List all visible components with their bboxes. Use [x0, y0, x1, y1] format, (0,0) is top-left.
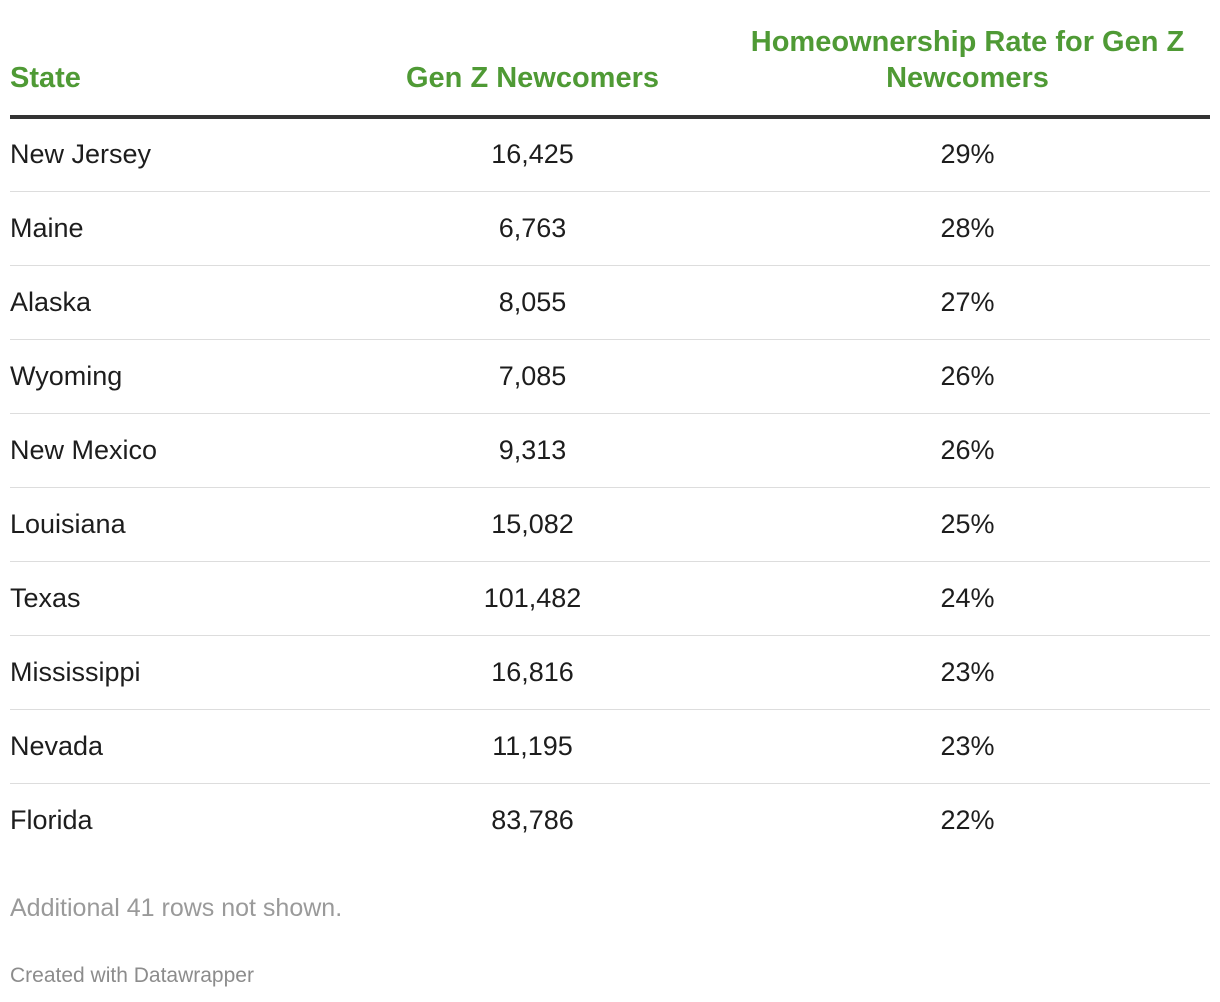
cell-state: Louisiana	[10, 487, 340, 562]
cell-rate: 27%	[725, 265, 1210, 340]
header-row: State Gen Z Newcomers Homeownership Rate…	[10, 0, 1210, 119]
cell-newcomers: 8,055	[340, 265, 725, 340]
cell-newcomers: 6,763	[340, 191, 725, 266]
cell-rate: 22%	[940, 804, 995, 835]
cell-newcomers: 15,082	[340, 487, 725, 562]
cell-newcomers: 16,425	[340, 117, 725, 192]
column-header-state[interactable]: State	[10, 0, 340, 119]
cell-newcomers: 9,313	[340, 413, 725, 488]
cell-state: Mississippi	[10, 635, 340, 710]
cell-rate: 23%	[725, 635, 1210, 710]
table-row: Nevada 11,195 23%	[10, 709, 1210, 784]
table-header: State Gen Z Newcomers Homeownership Rate…	[10, 0, 1210, 119]
column-header-gen-z-newcomers[interactable]: Gen Z Newcomers	[340, 0, 725, 119]
rows-not-shown-note: Additional 41 rows not shown.	[10, 894, 343, 922]
table-row: Mississippi 16,816 23%	[10, 635, 1210, 710]
cell-rate: 26%	[725, 339, 1210, 414]
cell-state: New Mexico	[10, 413, 340, 488]
table-row: Florida 83,786 22%	[10, 783, 1210, 857]
cell-newcomers: 101,482	[340, 561, 725, 636]
cell-newcomers: 11,195	[340, 709, 725, 784]
cell-rate: 23%	[725, 709, 1210, 784]
data-table: State Gen Z Newcomers Homeownership Rate…	[10, 0, 1210, 857]
cell-state: Texas	[10, 561, 340, 636]
cell-state: Alaska	[10, 265, 340, 340]
table-container: State Gen Z Newcomers Homeownership Rate…	[10, 0, 1210, 857]
cell-state: Florida	[10, 804, 93, 835]
cell-state: Nevada	[10, 709, 340, 784]
cell-newcomers: 16,816	[340, 635, 725, 710]
cell-state: Maine	[10, 191, 340, 266]
table-row: Texas 101,482 24%	[10, 561, 1210, 636]
table-row: Maine 6,763 28%	[10, 191, 1210, 266]
cell-rate: 24%	[725, 561, 1210, 636]
datawrapper-credit-link[interactable]: Created with Datawrapper	[10, 964, 254, 987]
table-body: New Jersey 16,425 29% Maine 6,763 28% Al…	[10, 117, 1210, 857]
cell-state: New Jersey	[10, 117, 340, 192]
column-header-homeownership-rate[interactable]: Homeownership Rate for Gen Z Newcomers	[725, 0, 1210, 119]
cell-rate: 29%	[725, 117, 1210, 192]
table-row: Alaska 8,055 27%	[10, 265, 1210, 340]
cell-newcomers: 7,085	[340, 339, 725, 414]
table-row: Louisiana 15,082 25%	[10, 487, 1210, 562]
cell-rate: 28%	[725, 191, 1210, 266]
cell-rate: 26%	[725, 413, 1210, 488]
table-row: New Jersey 16,425 29%	[10, 117, 1210, 192]
cell-state: Wyoming	[10, 339, 340, 414]
table-row: New Mexico 9,313 26%	[10, 413, 1210, 488]
cell-rate: 25%	[725, 487, 1210, 562]
cell-newcomers: 83,786	[491, 804, 574, 835]
table-row: Wyoming 7,085 26%	[10, 339, 1210, 414]
